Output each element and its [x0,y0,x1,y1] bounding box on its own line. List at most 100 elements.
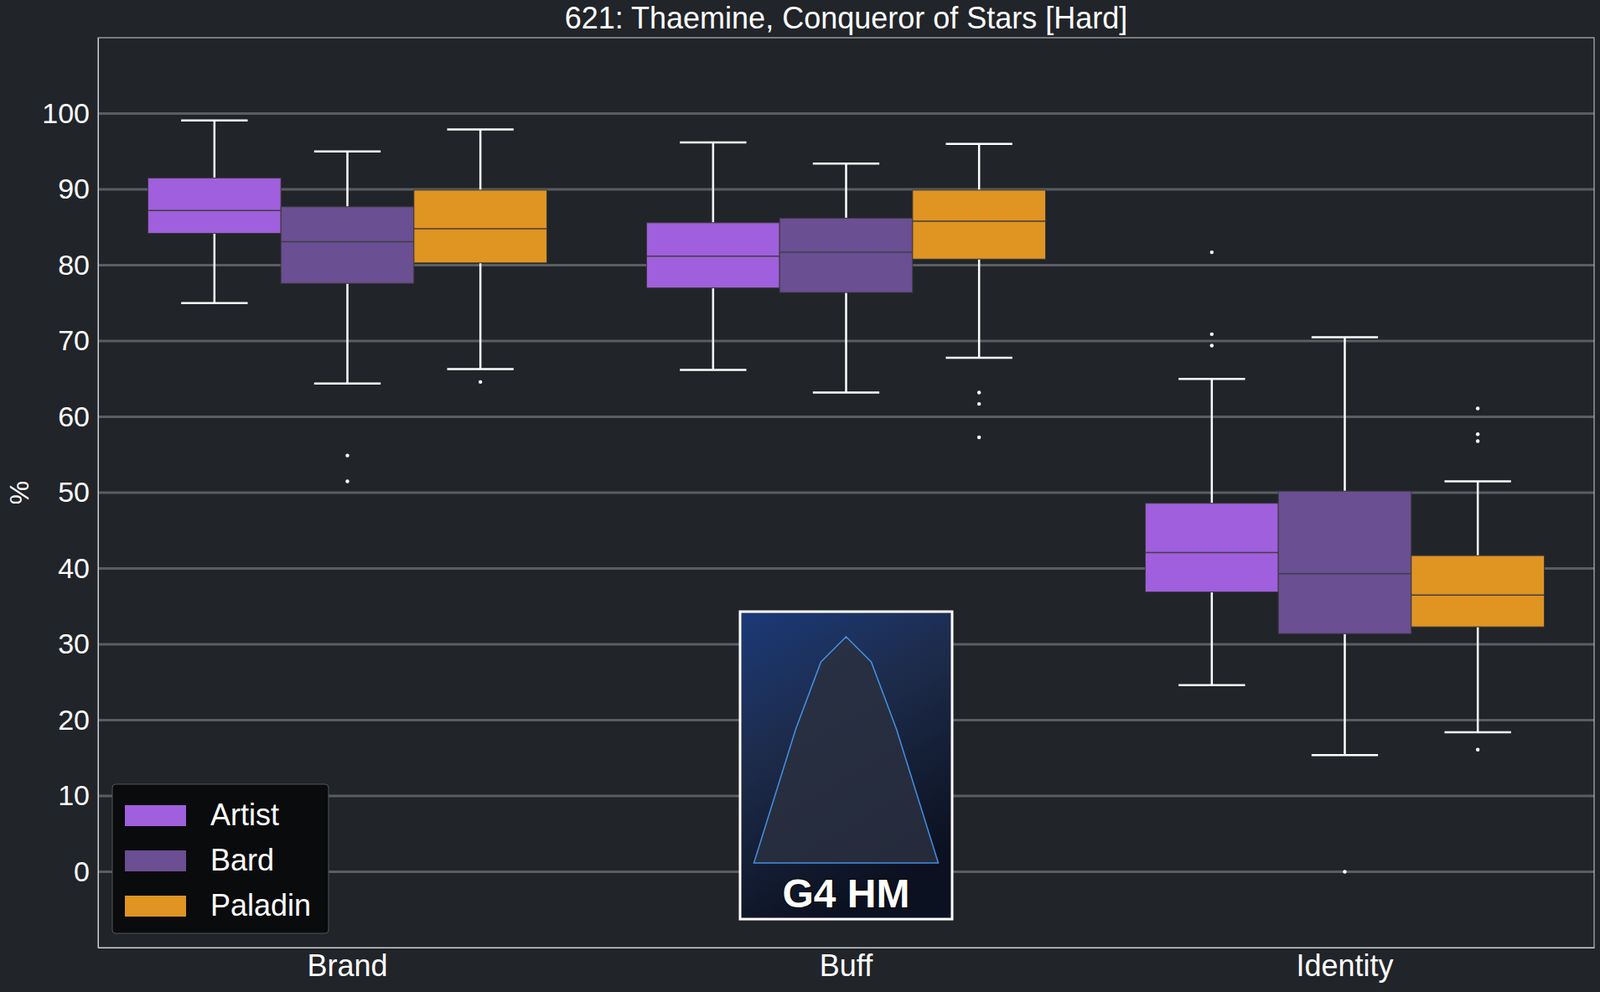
whisker [712,142,715,223]
y-tick-label: 60 [57,400,90,433]
grid-line [98,112,1595,115]
whisker [1211,378,1214,503]
legend-box [112,784,329,934]
whisker-cap [679,141,746,145]
whisker [213,120,217,179]
flier [345,479,349,483]
boxes [148,120,1545,875]
grid [98,113,1595,873]
x-tick-label: Identity [1295,948,1393,984]
whisker-cap [314,382,381,385]
whisker-cap [1178,377,1245,381]
whisker-cap [946,357,1013,360]
whisker-cap [1311,754,1378,757]
y-tick-label: 70 [57,324,90,357]
y-tick-label: 100 [41,97,90,130]
x-tick-label: Buff [819,948,874,984]
whisker [479,263,482,370]
x-tick: Identity [1295,947,1393,984]
whisker [213,233,217,303]
median [912,220,1046,223]
flier [1475,406,1480,410]
whisker-cap [181,302,248,306]
y-tick-label: 30 [57,627,90,660]
box [148,177,282,234]
title: 621: Thaemine, Conqueror of Stars [Hard] [564,0,1129,36]
median [647,255,781,258]
series [414,129,1545,752]
plot-frame [98,37,1595,948]
whisker-cap [447,128,514,131]
whisker [1343,633,1347,756]
y-tick-label: 40 [57,552,90,585]
y-tick-label: 50 [57,476,90,508]
plot: G4 HM 0 10 20 30 40 50 60 70 80 90 100 Brand Buff Iden… [41,37,1595,984]
whisker [978,144,981,191]
median [414,227,548,230]
boss-image: G4 HM [740,611,953,920]
series [280,151,1412,875]
flier [977,402,981,406]
whisker [1476,481,1480,556]
y-tick: 100 [41,97,99,130]
median [280,241,415,244]
y-tick: 90 [57,172,99,205]
whisker [346,283,349,384]
whisker-cap [314,150,381,154]
whisker-cap [679,368,746,372]
legend-swatch [124,805,187,827]
background [0,0,1600,992]
whisker [1343,336,1347,492]
y-axis-line [98,38,99,949]
y-tick: 10 [57,779,99,812]
whisker [712,288,715,371]
y-tick-label: 20 [57,704,90,736]
y-tick: 60 [57,400,99,433]
box [1145,503,1279,593]
legend-swatch [124,850,187,872]
y-tick: 20 [57,704,99,736]
box [912,190,1046,259]
image-figure [754,636,939,864]
y-tick: 70 [57,324,99,357]
box [1411,555,1545,627]
x-tick-label: Brand [306,948,388,984]
whisker-cap [812,391,880,394]
flier [1342,869,1347,874]
legend-item: Bard [124,843,275,878]
median [148,210,282,213]
legend-item: Artist [124,797,280,833]
whisker-cap [181,119,248,122]
flier [977,435,981,440]
box [779,217,913,293]
y-axis: 0 10 20 30 40 50 60 70 80 90 100 [41,38,99,949]
whisker [844,163,848,218]
whisker-cap [1178,684,1245,688]
whisker [844,292,848,393]
y-tick-label: 80 [57,248,90,281]
flier [1210,250,1214,254]
flier [1210,343,1214,347]
flier [977,390,981,394]
whisker [1211,592,1214,686]
image-frame [740,611,953,920]
median [779,251,913,254]
x-tick: Brand [306,947,388,984]
flier [1210,332,1214,337]
y-tick: 40 [57,552,99,585]
annotation: G4 HM [781,871,910,917]
legend-item: Paladin [124,888,311,923]
chart: G4 HM 0 10 20 30 40 50 60 70 80 90 100 Brand Buff Iden… [0,0,1600,992]
legend-label: Paladin [210,888,311,923]
box [1278,491,1412,634]
x-axis: Brand Buff Identity [98,947,1595,984]
whisker-cap [812,162,880,166]
y-tick-label: 10 [57,779,90,812]
whisker-cap [946,142,1013,145]
whisker [346,151,349,208]
y-label: % [4,481,35,505]
y-tick-label: 0 [73,855,90,888]
median [1411,594,1545,596]
flier [345,453,349,457]
median [1145,552,1279,555]
